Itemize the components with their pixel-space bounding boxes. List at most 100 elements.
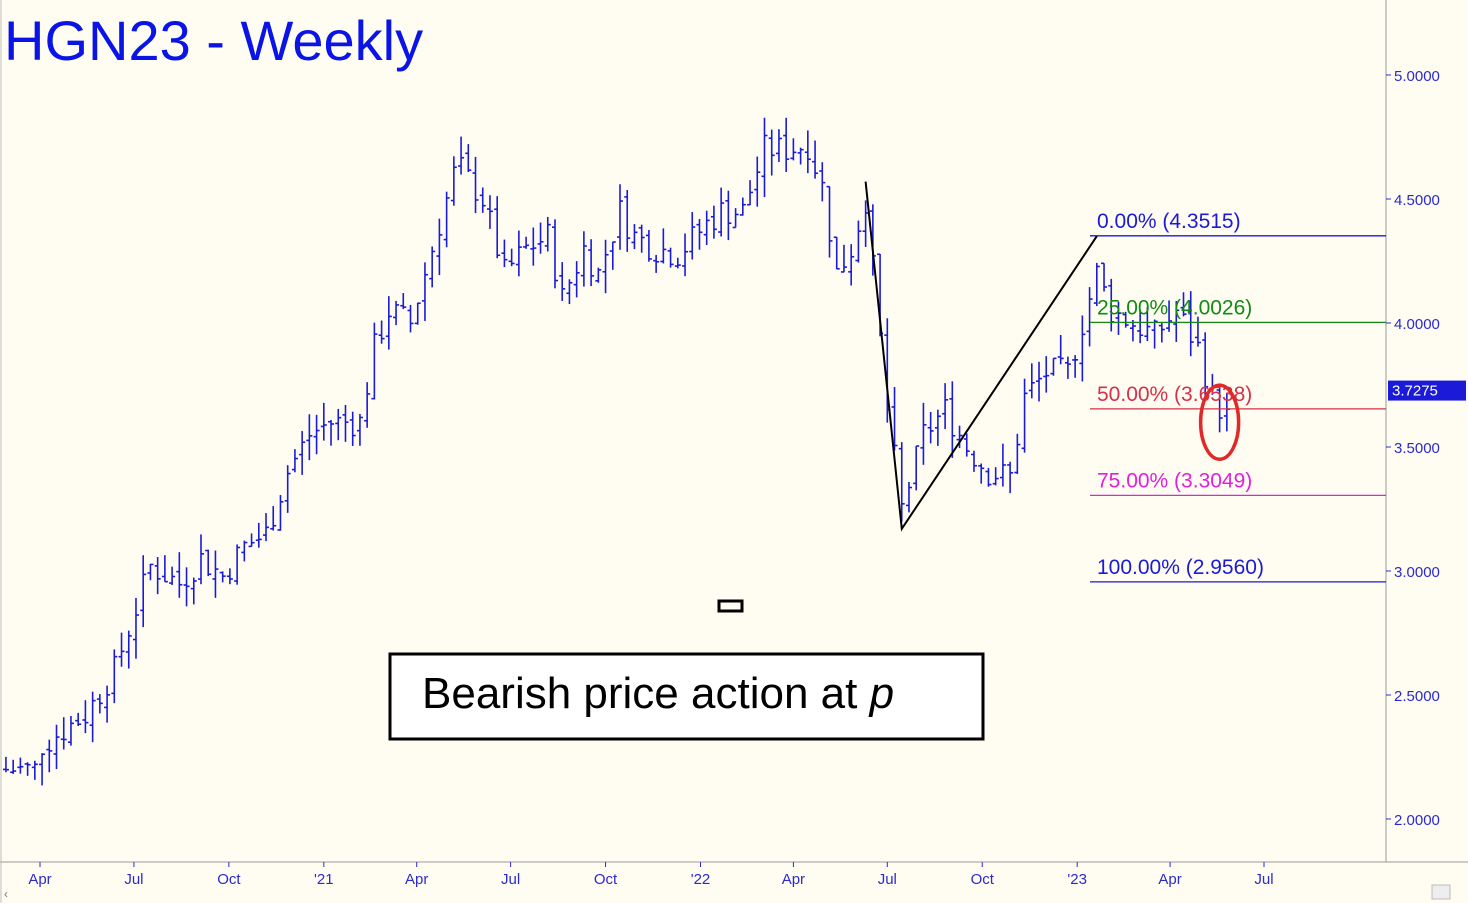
price-bar bbox=[176, 552, 183, 598]
price-bar bbox=[24, 762, 31, 776]
x-tick-label: Jul bbox=[1254, 871, 1273, 888]
price-bar bbox=[234, 544, 241, 585]
price-bar bbox=[718, 187, 725, 237]
price-bar bbox=[1057, 335, 1064, 365]
price-bar bbox=[1028, 363, 1035, 399]
price-bar bbox=[783, 117, 790, 173]
small-marker bbox=[717, 599, 744, 613]
price-bar bbox=[1043, 356, 1050, 393]
price-bar bbox=[833, 236, 840, 270]
price-bar bbox=[1093, 262, 1100, 307]
price-bar bbox=[682, 233, 689, 277]
price-bar bbox=[775, 129, 782, 162]
price-bars bbox=[2, 117, 1230, 786]
price-bar bbox=[985, 467, 992, 487]
highlight-ellipse bbox=[1198, 383, 1241, 461]
y-axis-ticks: 2.0000 2.5000 3.0000 3.5000 4.0000 4.5000 5.00… bbox=[1386, 68, 1440, 829]
price-bar bbox=[551, 219, 558, 289]
last-price-box bbox=[1388, 380, 1466, 401]
y-tick-label: 2.5000 bbox=[1394, 688, 1440, 705]
price-bar bbox=[1202, 332, 1209, 400]
price-bar bbox=[414, 302, 421, 325]
price-bar bbox=[1187, 291, 1194, 357]
price-bar bbox=[2, 756, 9, 773]
price-bar bbox=[826, 185, 833, 258]
price-bar bbox=[1216, 383, 1223, 433]
y-tick-label: 4.0000 bbox=[1394, 316, 1440, 333]
price-bar bbox=[1122, 311, 1129, 328]
price-bar bbox=[739, 197, 746, 216]
price-bar bbox=[53, 724, 60, 770]
price-bar bbox=[609, 241, 616, 270]
price-bar bbox=[696, 219, 703, 250]
price-bar bbox=[205, 549, 212, 577]
x-tick-label: Oct bbox=[594, 871, 618, 888]
price-bar bbox=[544, 216, 551, 252]
price-bar bbox=[356, 414, 363, 446]
price-bar bbox=[934, 409, 941, 446]
price-bar bbox=[573, 261, 580, 298]
price-bar bbox=[400, 293, 407, 310]
price-bar bbox=[1166, 300, 1173, 332]
price-bar bbox=[819, 162, 826, 202]
price-bar bbox=[508, 248, 515, 267]
price-bar bbox=[104, 685, 111, 723]
price-bar bbox=[1101, 262, 1108, 292]
price-bar bbox=[306, 414, 313, 461]
price-bar bbox=[39, 753, 46, 786]
price-bar bbox=[335, 408, 342, 441]
price-bar bbox=[1064, 356, 1071, 379]
price-bar bbox=[125, 630, 132, 669]
price-bar bbox=[559, 262, 566, 301]
scrollbar-thumb[interactable] bbox=[1431, 884, 1451, 900]
price-bar bbox=[118, 632, 125, 667]
fib-level-label: 0.00% (4.3515) bbox=[1097, 210, 1241, 233]
price-bar bbox=[602, 239, 609, 294]
y-tick-label: 3.0000 bbox=[1394, 564, 1440, 581]
scroll-left-icon[interactable]: ‹ bbox=[4, 887, 8, 901]
price-bar bbox=[747, 180, 754, 206]
price-bar bbox=[653, 254, 660, 273]
x-tick-label: '21 bbox=[314, 871, 334, 888]
price-bar bbox=[1129, 319, 1136, 342]
fib-level-label: 75.00% (3.3049) bbox=[1097, 469, 1252, 492]
fib-level-label: 50.00% (3.6538) bbox=[1097, 383, 1252, 406]
price-bar bbox=[472, 156, 479, 214]
price-bar bbox=[1158, 323, 1165, 343]
x-tick-label: Apr bbox=[782, 871, 805, 888]
price-bar bbox=[761, 117, 768, 198]
annotation-box: Bearish price action at p bbox=[388, 652, 985, 741]
price-bar bbox=[494, 196, 501, 259]
price-bar bbox=[219, 571, 226, 583]
price-bar bbox=[183, 567, 190, 607]
price-bar bbox=[790, 138, 797, 161]
price-bar bbox=[248, 533, 255, 548]
y-tick-label: 3.5000 bbox=[1394, 440, 1440, 457]
price-bar bbox=[515, 230, 522, 277]
price-bar bbox=[710, 205, 717, 239]
price-bar bbox=[132, 597, 139, 659]
price-bar bbox=[96, 694, 103, 714]
price-bar bbox=[385, 296, 392, 350]
price-bar bbox=[31, 760, 38, 780]
price-bar bbox=[970, 450, 977, 472]
x-tick-label: Apr bbox=[28, 871, 51, 888]
price-bar bbox=[1072, 355, 1079, 378]
x-tick-label: Jul bbox=[124, 871, 143, 888]
price-bar bbox=[1180, 292, 1187, 317]
x-tick-label: '23 bbox=[1067, 871, 1087, 888]
x-tick-label: '22 bbox=[691, 871, 711, 888]
fib-level-label: 100.00% (2.9560) bbox=[1097, 556, 1264, 579]
price-bar bbox=[378, 320, 385, 344]
price-bar bbox=[154, 557, 161, 595]
price-bar bbox=[905, 481, 912, 513]
price-bar bbox=[147, 563, 154, 581]
price-bar bbox=[920, 402, 927, 465]
price-bar bbox=[754, 156, 761, 207]
price-bar bbox=[226, 568, 233, 585]
price-bar bbox=[284, 465, 291, 513]
price-bar bbox=[1151, 319, 1158, 349]
price-bar bbox=[255, 522, 262, 548]
price-bar bbox=[963, 433, 970, 457]
